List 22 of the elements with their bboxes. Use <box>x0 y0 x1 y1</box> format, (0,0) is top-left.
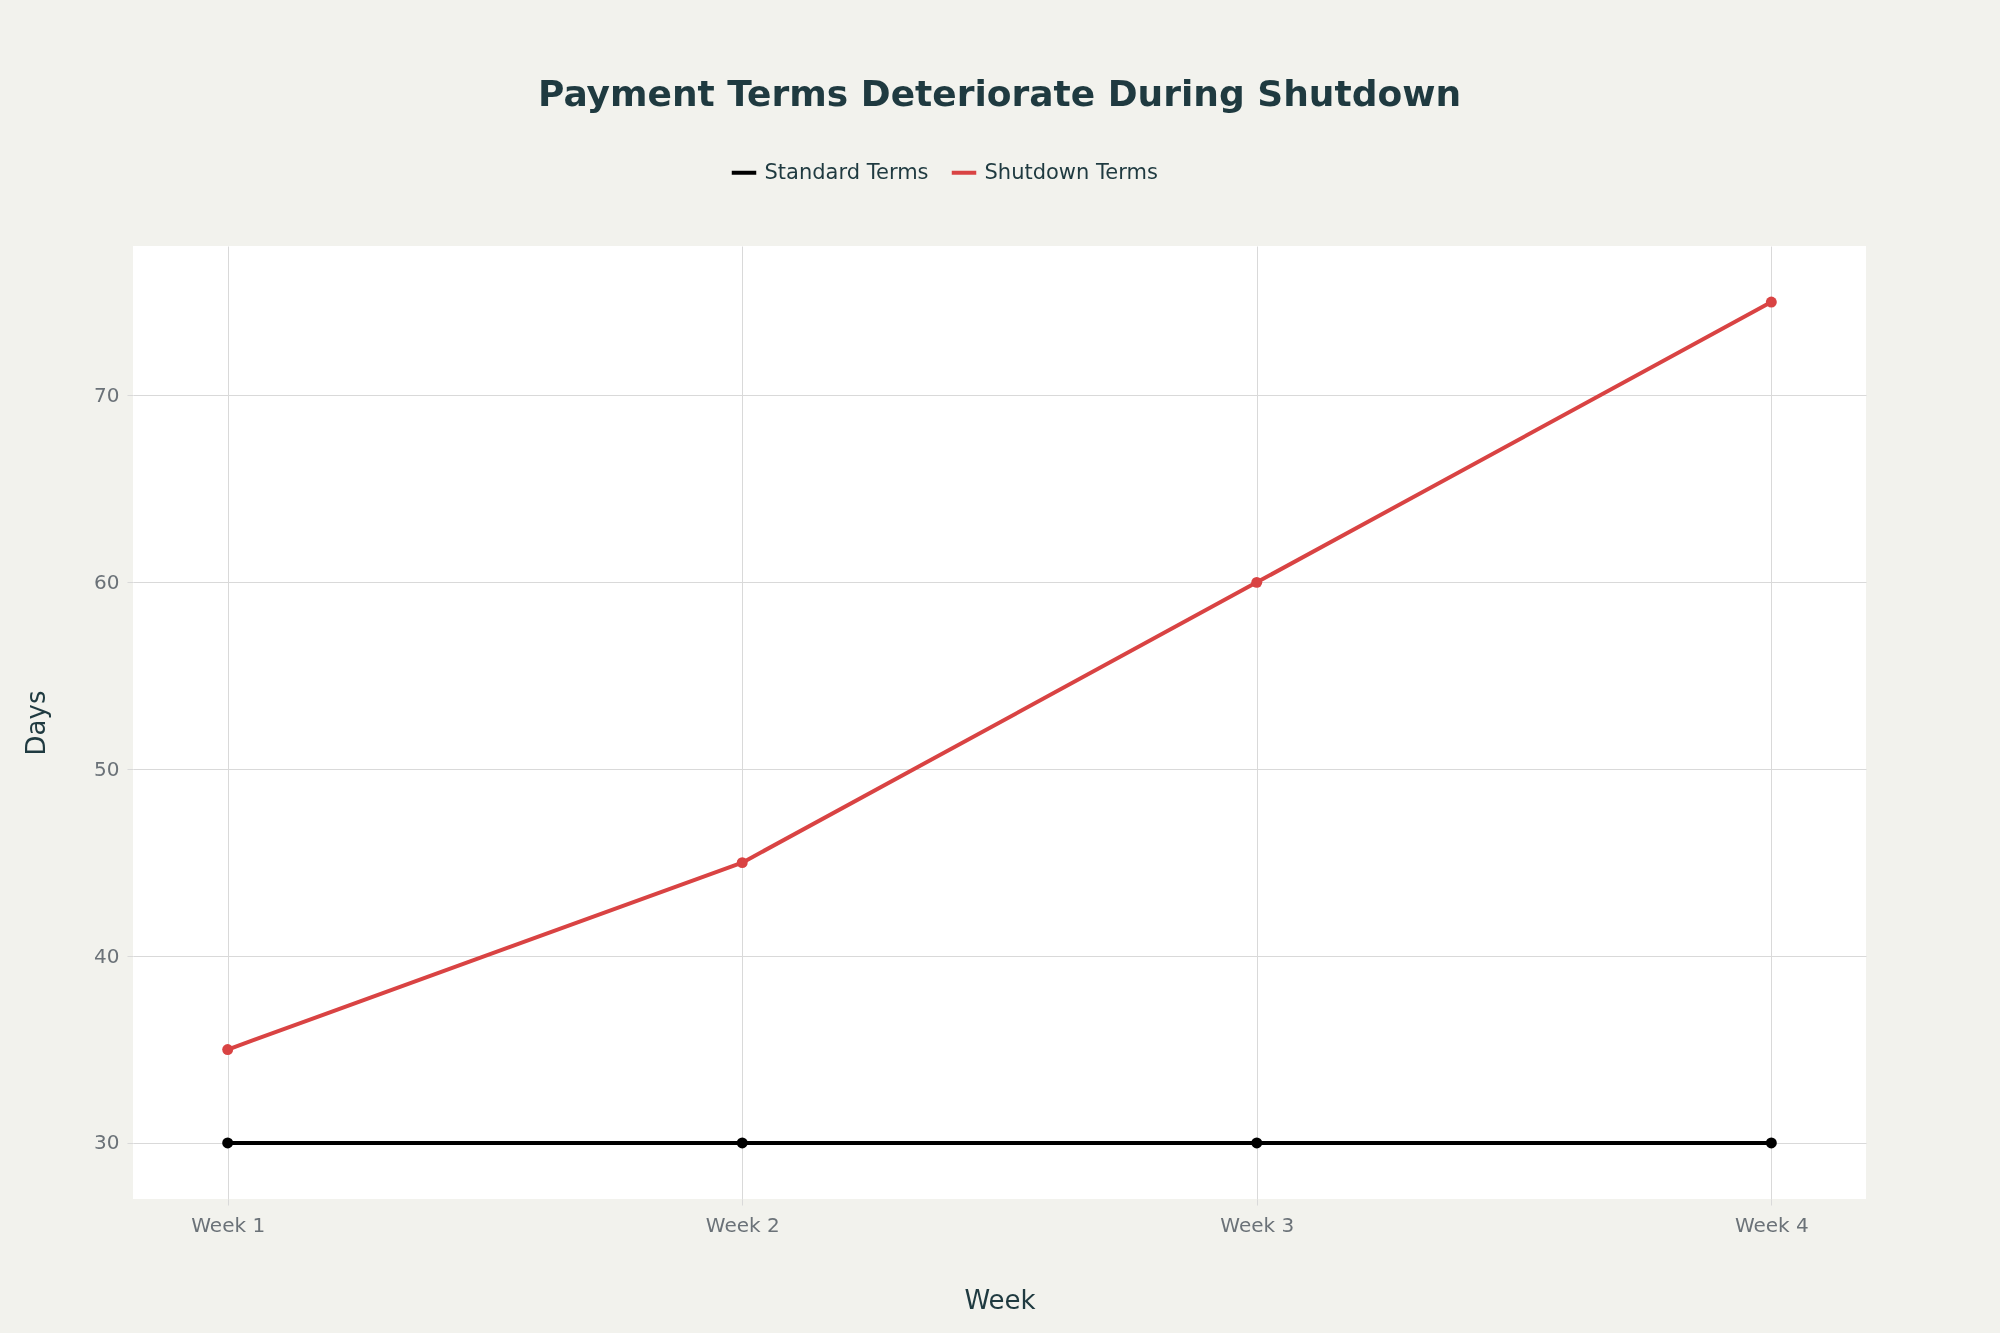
y-axis-title: Days <box>21 690 52 756</box>
x-tick-label: Week 3 <box>1220 1212 1295 1237</box>
y-tick-label: 50 <box>94 756 120 781</box>
x-tick-label: Week 2 <box>705 1212 780 1237</box>
y-tick-label: 40 <box>94 943 120 968</box>
point <box>222 1044 234 1055</box>
legend-label: Shutdown Terms <box>984 159 1158 184</box>
point <box>1251 1137 1263 1149</box>
point <box>736 857 748 869</box>
point <box>1765 296 1777 308</box>
x-tick-label: Week 4 <box>1734 1212 1809 1237</box>
point <box>1765 1137 1777 1149</box>
point <box>736 1137 748 1149</box>
point <box>1251 576 1263 588</box>
point <box>222 1137 234 1149</box>
legend-label: Standard Terms <box>764 159 929 184</box>
chart-title: Payment Terms Deteriorate During Shutdown <box>537 73 1462 114</box>
x-tick-label: Week 1 <box>191 1212 266 1237</box>
x-axis-title: Week <box>964 1284 1036 1315</box>
y-tick-label: 70 <box>94 382 120 407</box>
y-tick-label: 60 <box>94 569 120 594</box>
y-tick-label: 30 <box>94 1130 120 1155</box>
